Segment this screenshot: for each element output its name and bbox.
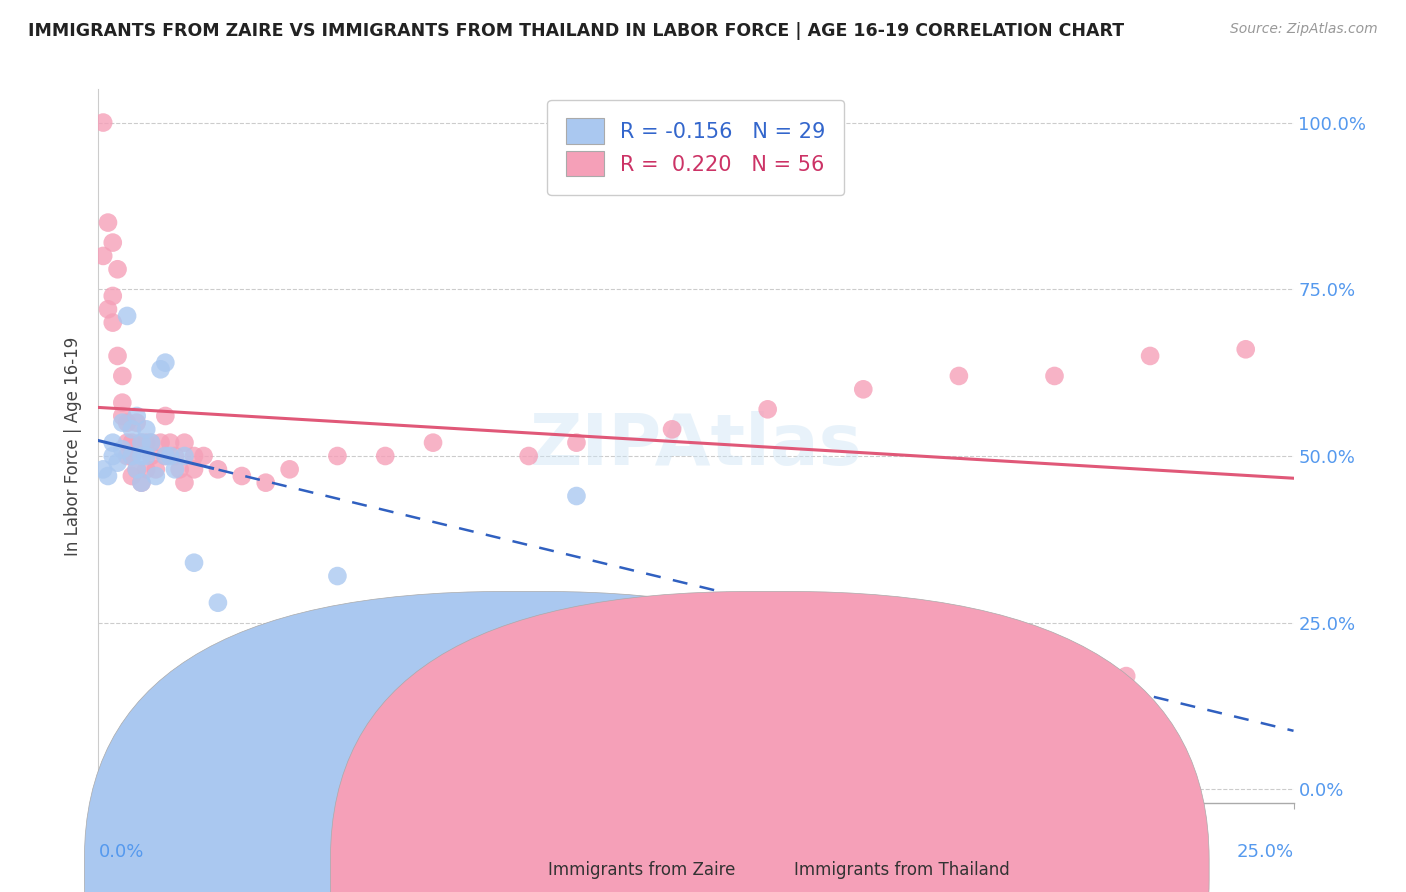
Point	[135, 449, 157, 463]
Point	[1139, 349, 1161, 363]
Point	[131, 435, 153, 450]
Point	[183, 462, 205, 476]
Point	[565, 435, 588, 450]
Point	[121, 469, 143, 483]
Point	[111, 409, 134, 423]
Point	[948, 368, 970, 383]
Point	[149, 435, 172, 450]
Point	[111, 368, 134, 383]
Point	[852, 382, 875, 396]
Point	[97, 469, 120, 483]
Point	[101, 316, 124, 330]
Point	[125, 409, 148, 423]
Point	[155, 409, 177, 423]
Point	[173, 449, 195, 463]
Point	[91, 462, 114, 476]
Text: Source: ZipAtlas.com: Source: ZipAtlas.com	[1230, 22, 1378, 37]
Point	[131, 435, 153, 450]
Text: Immigrants from Zaire: Immigrants from Zaire	[548, 861, 735, 879]
Point	[135, 462, 157, 476]
Point	[173, 475, 195, 490]
Point	[326, 569, 349, 583]
Point	[517, 449, 540, 463]
Point	[422, 435, 444, 450]
Point	[115, 449, 138, 463]
Point	[125, 416, 148, 430]
Point	[121, 449, 143, 463]
Point	[193, 449, 215, 463]
Point	[107, 349, 129, 363]
Point	[207, 462, 229, 476]
Point	[145, 462, 167, 476]
Point	[155, 449, 177, 463]
Text: 0.0%: 0.0%	[98, 843, 143, 861]
Point	[756, 402, 779, 417]
Point	[135, 422, 157, 436]
Point	[131, 449, 153, 463]
Point	[374, 449, 396, 463]
Point	[207, 596, 229, 610]
Point	[565, 489, 588, 503]
Point	[91, 249, 114, 263]
Point	[995, 636, 1018, 650]
Point	[155, 449, 177, 463]
Point	[91, 115, 114, 129]
Point	[139, 449, 162, 463]
Point	[254, 475, 277, 490]
Point	[125, 462, 148, 476]
Point	[159, 435, 181, 450]
Point	[183, 449, 205, 463]
Point	[101, 235, 124, 250]
Point	[326, 449, 349, 463]
Point	[139, 435, 162, 450]
Point	[173, 435, 195, 450]
Point	[169, 462, 191, 476]
Point	[231, 469, 253, 483]
Point	[121, 422, 143, 436]
Point	[135, 435, 157, 450]
Point	[159, 449, 181, 463]
Point	[115, 416, 138, 430]
Text: ZIPAtlas: ZIPAtlas	[530, 411, 862, 481]
Point	[661, 422, 683, 436]
Point	[149, 362, 172, 376]
Point	[121, 449, 143, 463]
Point	[1043, 368, 1066, 383]
Point	[107, 262, 129, 277]
Point	[163, 462, 186, 476]
Point	[107, 456, 129, 470]
Point	[101, 289, 124, 303]
Point	[97, 302, 120, 317]
Point	[125, 462, 148, 476]
Point	[278, 462, 301, 476]
Text: 25.0%: 25.0%	[1236, 843, 1294, 861]
Point	[1234, 343, 1257, 357]
Text: Immigrants from Thailand: Immigrants from Thailand	[794, 861, 1010, 879]
Point	[183, 556, 205, 570]
Legend: R = -0.156   N = 29, R =  0.220   N = 56: R = -0.156 N = 29, R = 0.220 N = 56	[547, 100, 845, 195]
Point	[101, 449, 124, 463]
Point	[163, 449, 186, 463]
Point	[111, 416, 134, 430]
Point	[131, 475, 153, 490]
Point	[115, 435, 138, 450]
Text: IMMIGRANTS FROM ZAIRE VS IMMIGRANTS FROM THAILAND IN LABOR FORCE | AGE 16-19 COR: IMMIGRANTS FROM ZAIRE VS IMMIGRANTS FROM…	[28, 22, 1125, 40]
Point	[111, 395, 134, 409]
Point	[1115, 669, 1137, 683]
Point	[155, 356, 177, 370]
Point	[115, 309, 138, 323]
Point	[101, 435, 124, 450]
Point	[121, 435, 143, 450]
Point	[145, 469, 167, 483]
Point	[139, 435, 162, 450]
Point	[131, 475, 153, 490]
Point	[111, 442, 134, 457]
Point	[97, 216, 120, 230]
Y-axis label: In Labor Force | Age 16-19: In Labor Force | Age 16-19	[65, 336, 83, 556]
